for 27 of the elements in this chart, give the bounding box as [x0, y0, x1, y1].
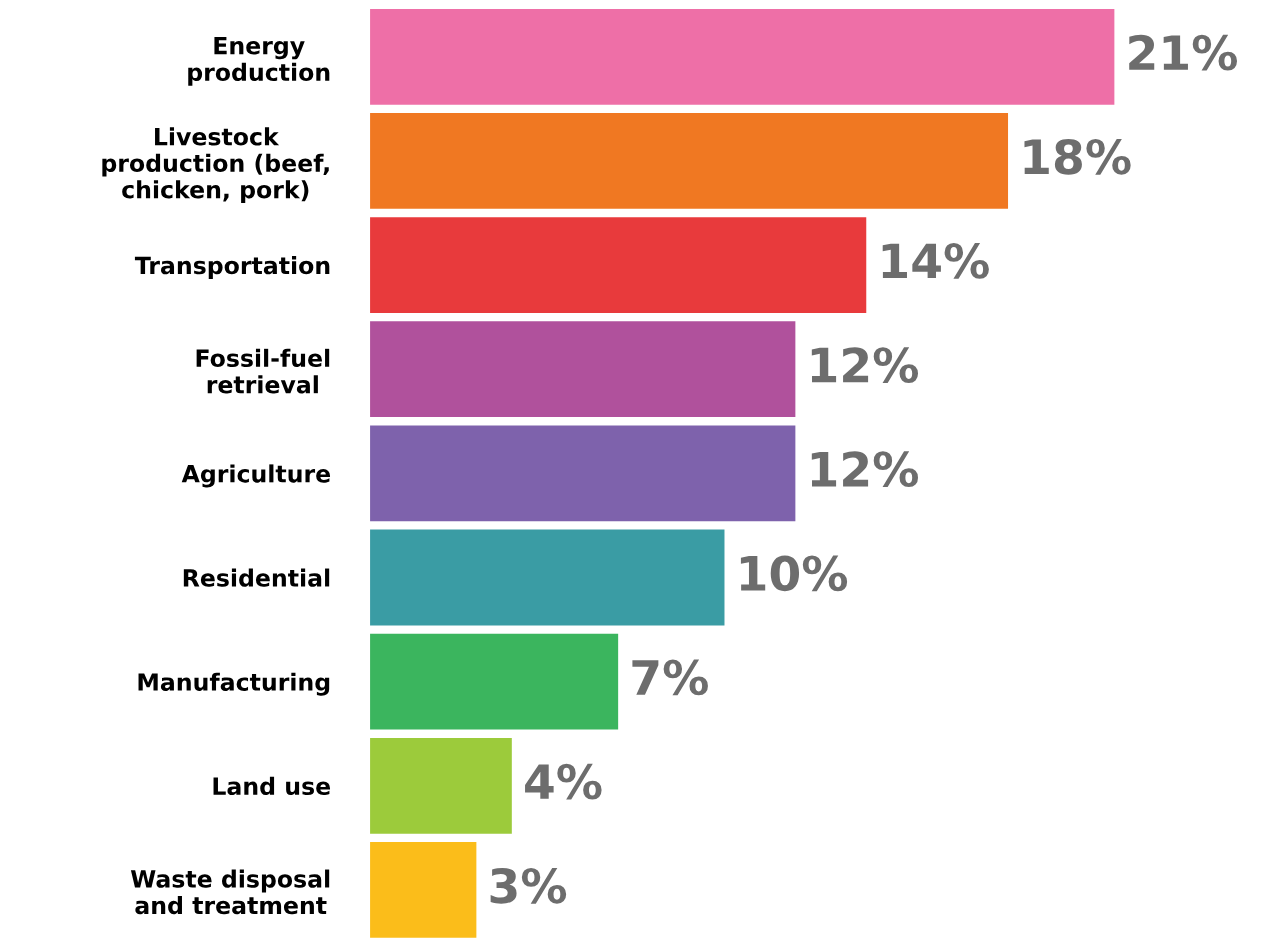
y-tick-label: Transportation [134, 256, 330, 279]
y-tick-label: Agriculture [181, 464, 331, 488]
y-tick-label: Residential [183, 568, 330, 587]
bar [370, 633, 619, 730]
data-label: 7% [632, 659, 708, 696]
bar [370, 113, 1009, 209]
bar [370, 321, 796, 418]
bar [370, 425, 796, 522]
bar [370, 8, 1115, 105]
y-tick-label: Fossil-fuel retrieval [196, 348, 330, 394]
data-label: 12% [811, 347, 919, 383]
bar [370, 737, 512, 834]
data-label: 12% [811, 451, 919, 488]
data-label: 21% [1129, 34, 1238, 71]
y-tick-label: Manufacturing [138, 672, 330, 696]
y-tick-label: Waste disposal and treatment [130, 869, 330, 915]
data-label: 14% [882, 243, 989, 279]
y-tick-label: Land use [213, 776, 331, 796]
bar [370, 842, 477, 938]
y-tick-label: Livestock production (beef, chicken, pork) [102, 127, 329, 204]
bar [370, 529, 725, 626]
data-label: 10% [740, 555, 848, 592]
y-tick-label: Energy production [188, 36, 330, 86]
bar [370, 217, 867, 313]
data-label: 4% [525, 763, 602, 800]
data-label: 18% [1024, 138, 1131, 175]
data-label: 3% [490, 867, 567, 904]
